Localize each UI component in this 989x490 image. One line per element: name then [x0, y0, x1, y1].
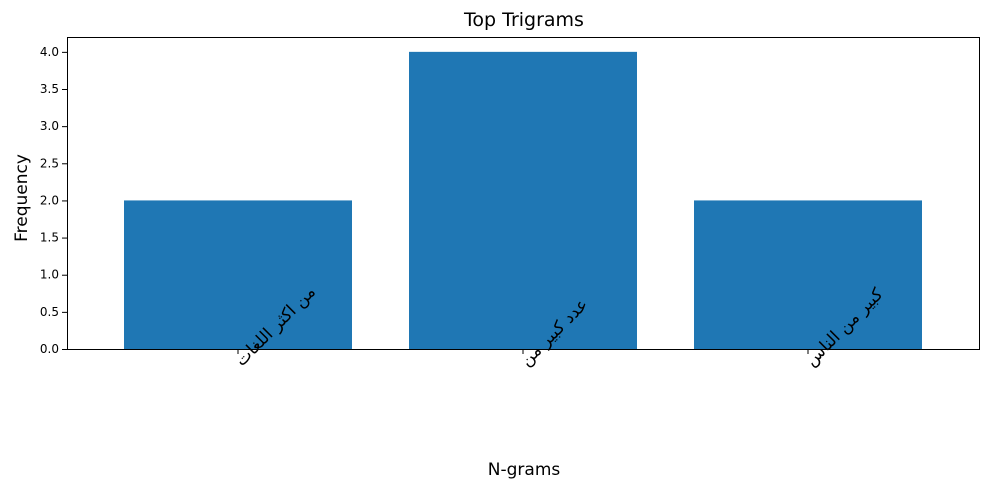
chart-title: Top Trigrams: [463, 9, 584, 31]
bar-2: [694, 200, 922, 349]
y-tick-label: 3.0: [40, 119, 59, 133]
y-tick-label: 3.5: [40, 82, 59, 96]
y-axis-label: Frequency: [12, 154, 32, 242]
y-tick-label: 1.5: [40, 231, 59, 245]
y-tick-label: 4.0: [40, 45, 59, 59]
bars-group: [124, 51, 922, 349]
bar-1: [409, 51, 637, 349]
plot-frame: [67, 37, 980, 350]
x-axis-label: N-grams: [488, 460, 561, 480]
bar-0: [124, 200, 352, 349]
y-tick-label: 0.5: [40, 305, 59, 319]
y-axis-ticks: 0.0 0.5 1.0 1.5 2.0 2.5 3.0 3.5 4.0: [40, 45, 67, 356]
y-tick-label: 2.0: [40, 193, 59, 207]
y-tick-label: 1.0: [40, 268, 59, 282]
y-tick-label: 0.0: [40, 342, 59, 356]
y-tick-label: 2.5: [40, 156, 59, 170]
